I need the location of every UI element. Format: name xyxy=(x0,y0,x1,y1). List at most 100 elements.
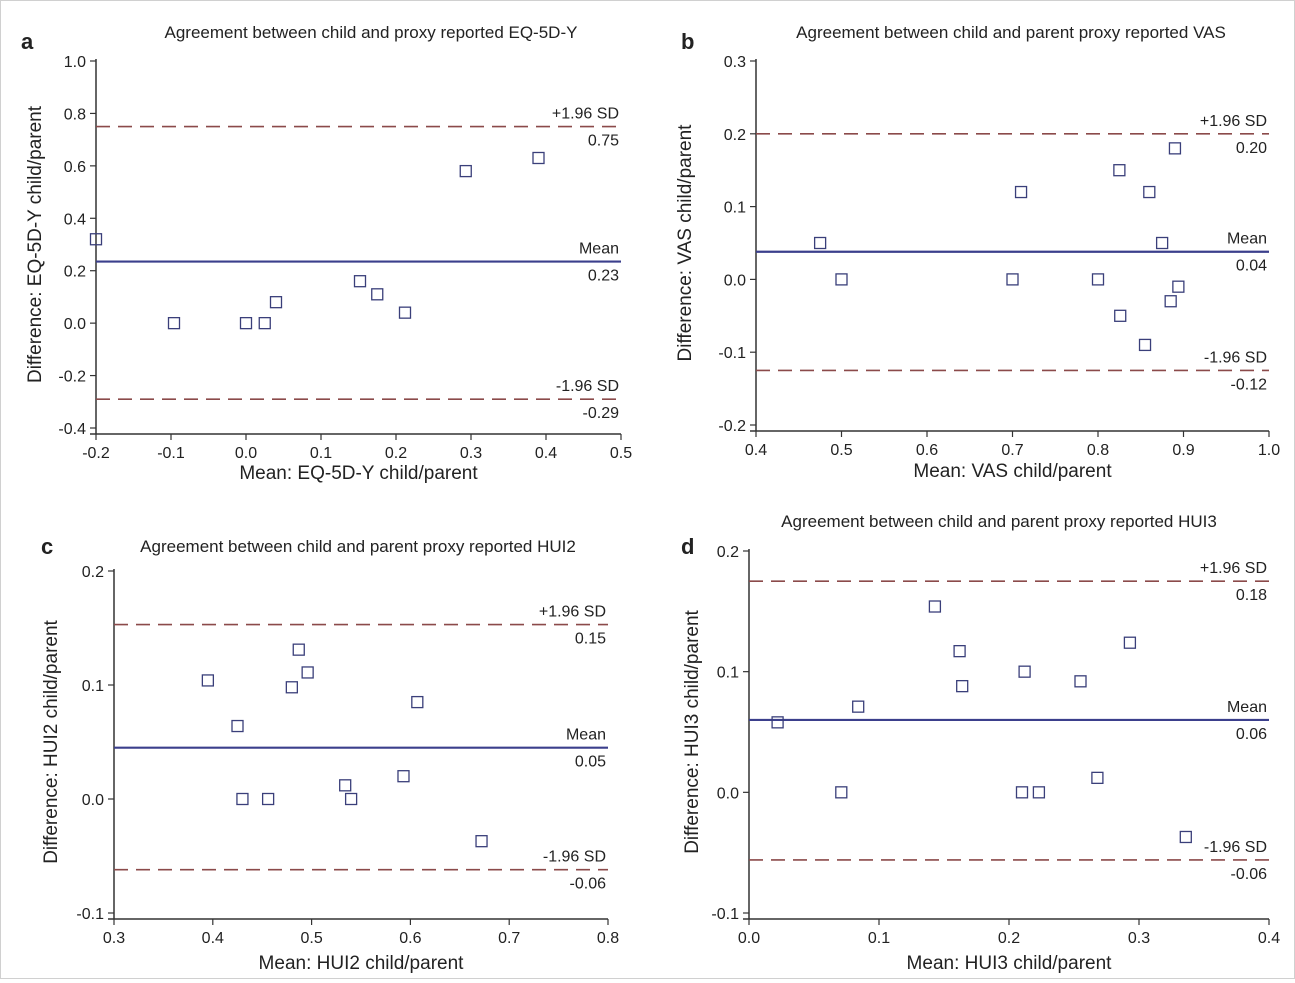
panel-d-data-point xyxy=(1018,665,1031,678)
panel-a-xtick-label: 0.0 xyxy=(235,445,257,462)
panel-b-xtick-label: 0.7 xyxy=(1001,442,1023,459)
panel-b-xtick-label: 1.0 xyxy=(1258,442,1280,459)
panel-d-data-point xyxy=(953,645,966,658)
panel-d-data-point xyxy=(1179,830,1192,844)
panel-d-upper-label: +1.96 SD xyxy=(1200,560,1267,577)
panel-c-data-point xyxy=(344,792,358,806)
panel-c-xtick-label: 0.3 xyxy=(103,930,125,947)
panel-c-xtick-label: 0.4 xyxy=(202,930,224,947)
panel-a-data-point xyxy=(258,316,271,330)
panel-a-ytick-label: 1.0 xyxy=(64,54,86,71)
panel-c-xtick-label: 0.8 xyxy=(597,930,619,947)
panel-b-data-point xyxy=(1138,338,1152,352)
panel-c-upper-value: 0.15 xyxy=(575,631,606,648)
panel-b-xtick-label: 0.5 xyxy=(830,442,852,459)
panel-c-data-point xyxy=(292,643,305,656)
panel-d-xtick-label: 0.1 xyxy=(868,930,890,947)
panel-d-letter: d xyxy=(681,534,694,559)
panel-b-ytick-label: 0.3 xyxy=(724,54,746,71)
panel-a-xtick-label: 0.1 xyxy=(310,445,332,462)
panel-a-data-point xyxy=(239,316,253,330)
panel-c-data-point xyxy=(285,681,298,694)
panel-c-letter: c xyxy=(41,534,53,559)
panel-d-data-point xyxy=(1091,771,1104,785)
panel-d-data-point xyxy=(1015,786,1029,799)
panel-c-data-point xyxy=(201,674,215,687)
panel-b-xtick-label: 0.8 xyxy=(1087,442,1109,459)
panel-b-data-point xyxy=(1113,164,1126,177)
panel-b-ytick-label: -0.1 xyxy=(718,345,746,362)
panel-c-xtick-label: 0.6 xyxy=(399,930,421,947)
panel-a-data-point xyxy=(398,306,412,319)
panel-b-upper-value: 0.20 xyxy=(1236,140,1267,157)
panel-a-xtick-label: -0.2 xyxy=(82,445,110,462)
panel-a-ylabel: Difference: EQ-5D-Y child/parent xyxy=(25,105,46,383)
panel-d-lower-value: -0.06 xyxy=(1231,866,1268,883)
panel-b-ytick-label: -0.2 xyxy=(718,418,746,435)
panel-a-mean-value: 0.23 xyxy=(588,268,619,285)
panel-d-xtick-label: 0.0 xyxy=(738,930,760,947)
panel-a-upper-label: +1.96 SD xyxy=(552,106,619,123)
panel-a-data-point xyxy=(532,151,545,165)
panel-c-data-point xyxy=(261,792,275,806)
panel-a-data-point xyxy=(353,275,367,288)
panel-c-title: Agreement between child and parent proxy… xyxy=(140,537,576,556)
panel-b-data-point xyxy=(813,236,827,250)
panel-b-xtick-label: 0.6 xyxy=(916,442,938,459)
panel-c-lower-label: -1.96 SD xyxy=(543,849,606,866)
panel-a-xtick-label: 0.3 xyxy=(460,445,482,462)
panel-a-xtick-label: 0.5 xyxy=(610,445,632,462)
panel-b-upper-label: +1.96 SD xyxy=(1200,113,1267,130)
panel-b-mean-value: 0.04 xyxy=(1236,258,1267,275)
panel-d-data-point xyxy=(1123,636,1137,649)
panel-d-data-point xyxy=(1074,675,1087,688)
panel-a-xlabel: Mean: EQ-5D-Y child/parent xyxy=(239,463,478,484)
panel-c-xlabel: Mean: HUI2 child/parent xyxy=(259,953,465,974)
panel-d-title: Agreement between child and parent proxy… xyxy=(781,512,1217,531)
panel-c-ytick-label: 0.1 xyxy=(82,678,104,695)
panel-b-data-point xyxy=(835,273,848,286)
panel-b-data-point xyxy=(1014,185,1028,199)
panel-a-xtick-label: -0.1 xyxy=(157,445,185,462)
panel-d-data-point xyxy=(928,600,942,613)
panel-c-ytick-label: -0.1 xyxy=(76,906,104,923)
panel-d-mean-label: Mean xyxy=(1227,699,1267,716)
panel-c-data-point xyxy=(397,770,410,783)
panel-b-data-point xyxy=(1164,295,1177,308)
panel-b-ylabel: Difference: VAS child/parent xyxy=(675,124,696,362)
panel-c-data-point xyxy=(236,792,249,806)
panel-c-data-point xyxy=(475,835,488,848)
panel-a-ytick-label: 0.0 xyxy=(64,316,86,333)
panel-d-upper-value: 0.18 xyxy=(1236,587,1267,604)
panel-b-xtick-label: 0.4 xyxy=(745,442,767,459)
panel-d-data-point xyxy=(1032,786,1046,799)
panel-a-data-point xyxy=(269,296,283,309)
panel-a-ytick-label: 0.8 xyxy=(64,106,86,123)
panel-b-data-point xyxy=(1143,185,1156,199)
panel-a-ytick-label: 0.2 xyxy=(64,264,86,281)
panel-b-data-point xyxy=(1091,273,1105,286)
panel-c-xtick-label: 0.7 xyxy=(498,930,520,947)
panel-d-data-point xyxy=(771,716,784,729)
panel-a-xtick-label: 0.2 xyxy=(385,445,407,462)
panel-a-ytick-label: 0.6 xyxy=(64,159,86,176)
panel-b-data-point xyxy=(1155,236,1169,250)
panel-a-xtick-label: 0.4 xyxy=(535,445,557,462)
panel-a-data-point xyxy=(371,288,384,301)
panel-b-ytick-label: 0.1 xyxy=(724,200,746,217)
panel-c-ylabel: Difference: HUI2 child/parent xyxy=(41,619,62,863)
panel-b-xtick-label: 0.9 xyxy=(1172,442,1194,459)
panel-c-lower-value: -0.06 xyxy=(570,876,607,893)
panel-b-letter: b xyxy=(681,29,694,54)
panel-b-xlabel: Mean: VAS child/parent xyxy=(913,461,1112,482)
panel-c-xtick-label: 0.5 xyxy=(300,930,322,947)
panel-a-data-point xyxy=(459,164,472,178)
panel-d-data-point xyxy=(956,679,969,693)
panel-d-data-point xyxy=(835,786,848,799)
panel-d-mean-value: 0.06 xyxy=(1236,726,1267,743)
panel-d-xtick-label: 0.3 xyxy=(1128,930,1150,947)
panel-d-ytick-label: 0.0 xyxy=(717,785,739,802)
panel-d-xlabel: Mean: HUI3 child/parent xyxy=(907,953,1113,974)
